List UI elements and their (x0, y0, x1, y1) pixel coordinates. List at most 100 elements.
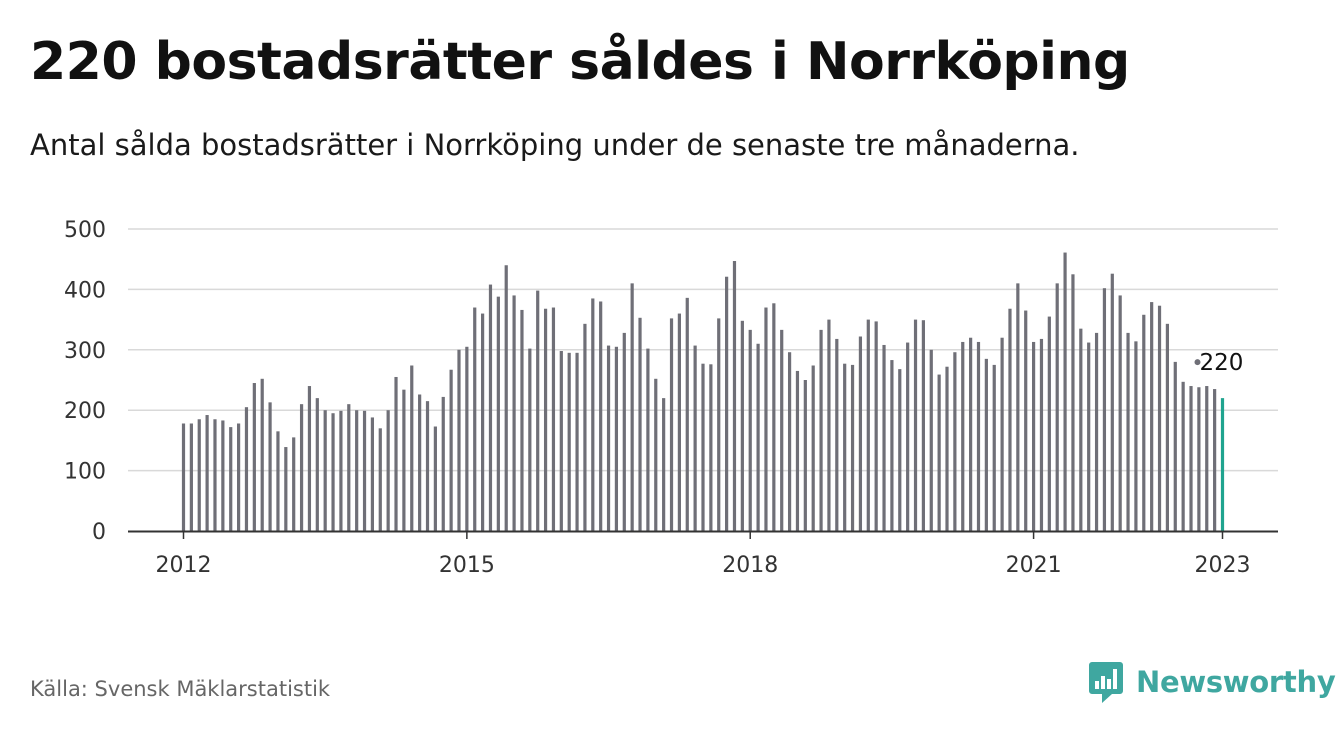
bar (260, 378, 264, 531)
bar (622, 332, 626, 531)
x-tick-label: 2021 (1006, 553, 1062, 578)
bar (559, 351, 563, 531)
bar (276, 431, 280, 531)
bar (921, 320, 925, 531)
bar (748, 329, 752, 531)
newsworthy-brand: Newsworthy (1088, 660, 1336, 704)
bar (1079, 328, 1083, 531)
bar (583, 323, 587, 531)
bar (1008, 308, 1012, 531)
x-tick-label: 2018 (722, 553, 778, 578)
bar (1150, 302, 1154, 531)
y-tick-label: 200 (64, 399, 106, 424)
bar (890, 360, 894, 531)
bar (1000, 337, 1004, 531)
bar (1031, 341, 1036, 531)
bar (181, 423, 186, 531)
bar (1213, 389, 1217, 531)
y-tick-label: 500 (64, 218, 106, 243)
bar (780, 329, 784, 531)
y-axis-ticks: 0 100 200 300 400 500 (64, 218, 106, 545)
bar (425, 401, 430, 531)
bar (386, 410, 390, 531)
bar (929, 349, 933, 531)
bar (1134, 341, 1138, 531)
x-tick-label: 2012 (156, 553, 212, 578)
bar (882, 344, 886, 531)
bar (953, 352, 957, 531)
bar (693, 345, 697, 531)
bar (937, 374, 941, 531)
bar (339, 410, 343, 531)
bar (1157, 305, 1162, 531)
bar (268, 402, 272, 531)
annotation-dot (1194, 359, 1201, 366)
bar (764, 307, 768, 531)
bar (654, 378, 658, 531)
bar (630, 283, 634, 531)
bar (732, 261, 737, 531)
bar (858, 336, 863, 531)
bar (441, 396, 445, 531)
newsworthy-logo-icon (1089, 662, 1123, 703)
bar (662, 398, 666, 531)
bar (772, 303, 776, 531)
bar (331, 413, 335, 531)
bar-highlighted (1220, 398, 1225, 531)
bar (1024, 310, 1028, 531)
bar (1016, 283, 1020, 531)
last-value-annotation: 220 (1194, 350, 1243, 376)
y-tick-label: 400 (64, 278, 106, 303)
bar (284, 447, 288, 531)
bar (685, 297, 689, 531)
bar (449, 369, 453, 531)
bar (819, 329, 823, 531)
bar (575, 352, 579, 531)
y-tick-label: 100 (64, 460, 106, 485)
bar (969, 337, 973, 531)
bar (717, 318, 721, 531)
bar (906, 342, 910, 531)
y-tick-label: 300 (64, 339, 106, 364)
bar (984, 358, 988, 531)
bar (1102, 288, 1107, 531)
bar (488, 284, 493, 531)
bar (850, 364, 855, 531)
bar (292, 437, 296, 531)
bar (307, 386, 312, 531)
bar (1094, 332, 1099, 531)
bar (355, 410, 359, 531)
bar (362, 410, 367, 531)
bar (1110, 273, 1114, 531)
bar (1142, 314, 1146, 531)
bar (402, 389, 406, 531)
bar (512, 295, 516, 531)
bar (725, 276, 729, 531)
bar (410, 365, 414, 531)
bar (543, 308, 548, 531)
bar (221, 420, 225, 531)
bar (189, 423, 193, 531)
bar (213, 419, 217, 531)
chart-title: 220 bostadsrätter såldes i Norrköping (30, 32, 1130, 92)
bar (536, 290, 540, 531)
chart-subtitle: Antal sålda bostadsrätter i Norrköping u… (30, 128, 1080, 162)
bar (551, 307, 556, 531)
bar (787, 352, 792, 531)
bar (811, 365, 815, 531)
bar (1039, 338, 1044, 531)
bar (992, 364, 996, 531)
bar (638, 317, 642, 531)
bar (252, 383, 256, 531)
bar (646, 348, 650, 531)
bar (961, 341, 965, 531)
bar (866, 319, 870, 531)
bar (835, 338, 839, 531)
bar (465, 346, 469, 531)
bar (1055, 283, 1059, 531)
bar (197, 419, 201, 531)
bar (481, 313, 485, 531)
bar (827, 319, 831, 531)
bar (457, 349, 461, 531)
